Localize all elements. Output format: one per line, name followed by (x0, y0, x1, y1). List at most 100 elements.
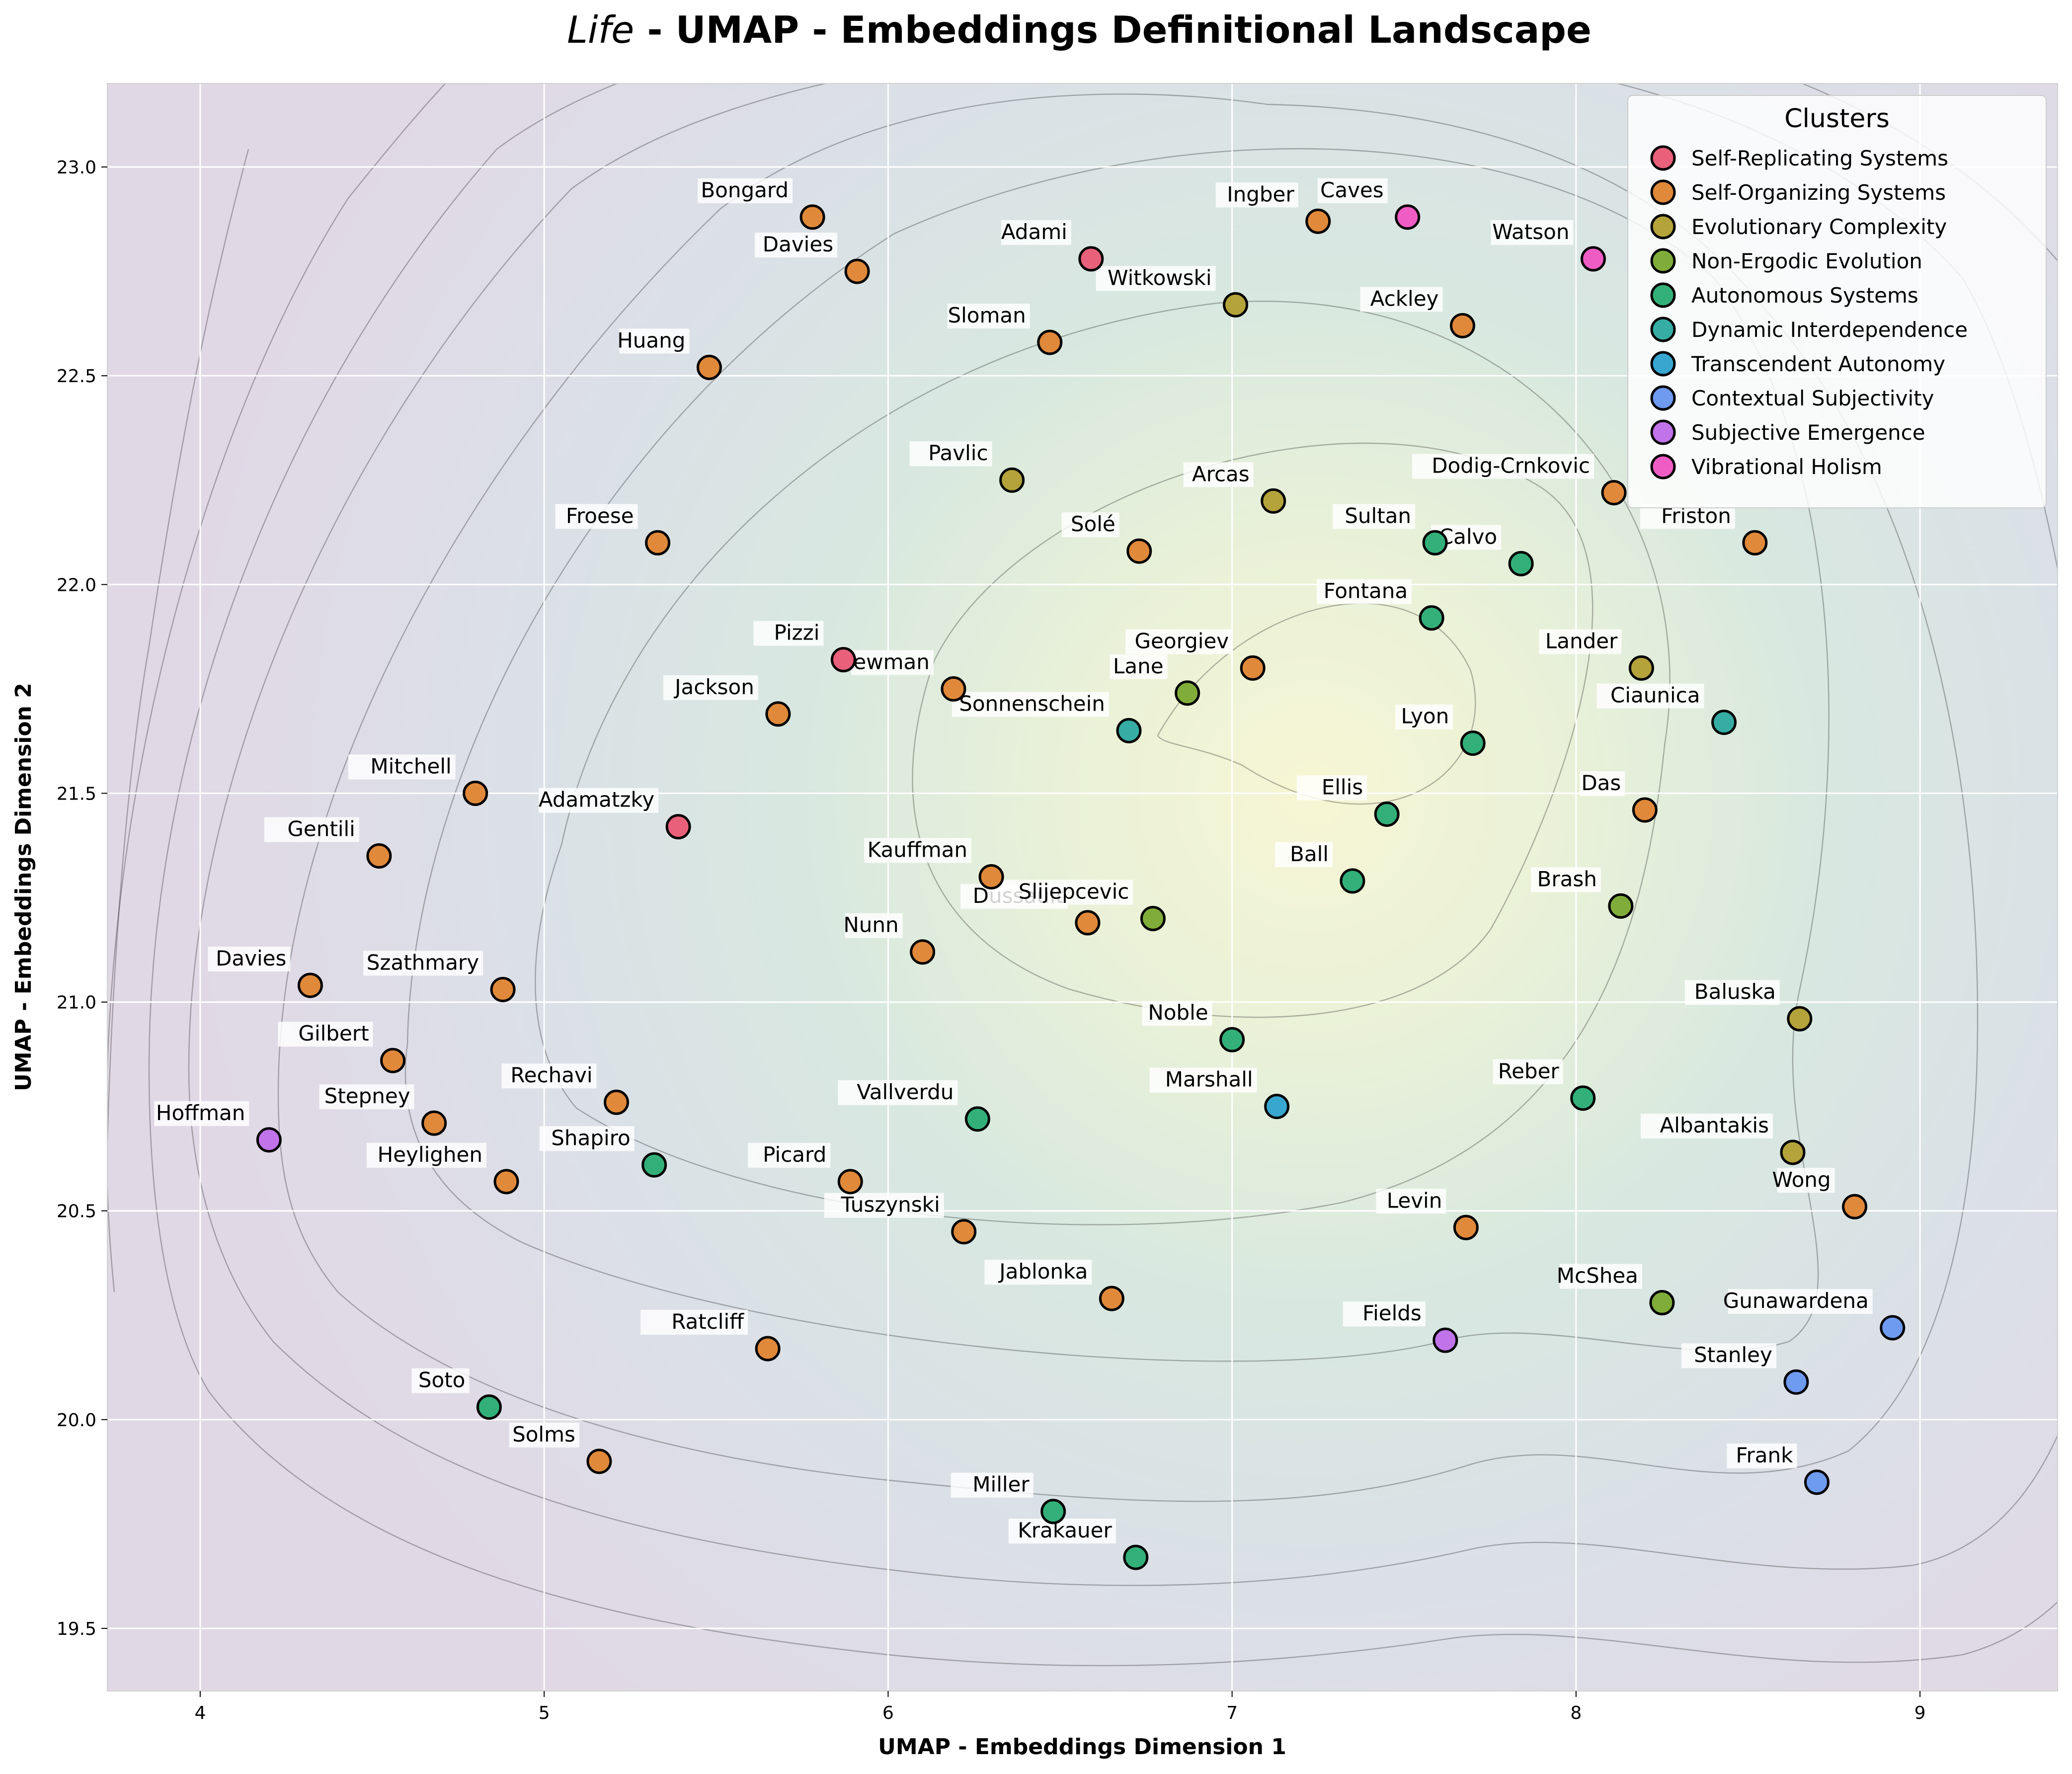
point-solé (1126, 538, 1152, 564)
point-label-bg (988, 880, 1133, 905)
point-label-solé: Solé (1061, 512, 1119, 538)
point-label-text: Rechavi (510, 1063, 592, 1087)
point-nunn (910, 939, 936, 965)
point-label-bg (154, 1101, 249, 1126)
point-label-text: Davies (216, 946, 286, 970)
point-watson (1580, 246, 1606, 272)
point-label-shapiro: Shapiro (539, 1126, 635, 1151)
point-label-ratcliff: Ratcliff (640, 1309, 748, 1335)
point-label-text: Marshall (1165, 1067, 1253, 1092)
point-georgiev (1240, 655, 1266, 681)
point-mitchell (463, 780, 488, 806)
point-label-bg (1297, 775, 1367, 801)
point-label-bg (1142, 1001, 1212, 1026)
point-bongard (799, 204, 825, 230)
point-label-mitchell: Mitchell (348, 754, 456, 780)
point-label-sultan: Sultan (1333, 503, 1416, 529)
point-label-bg (1596, 683, 1704, 709)
point-label-adami: Adami (1001, 220, 1071, 245)
point-label-bg (838, 1080, 958, 1105)
legend-entries: Self-Replicating Systems Self-Organizing … (1650, 145, 1968, 480)
point-label-pavlic: Pavlic (909, 441, 992, 467)
point-label-text: Das (1581, 771, 1621, 795)
point-label-text: Huang (617, 328, 685, 352)
point-label-bg (984, 1260, 1092, 1285)
point-label-bg (1395, 704, 1453, 729)
point-adami (1078, 246, 1104, 272)
point-label-lyon: Lyon (1395, 704, 1453, 729)
point-label-ciaunica: Ciaunica (1596, 683, 1704, 709)
point-label-bg (1493, 1059, 1563, 1084)
contour-2 (912, 442, 1594, 1018)
y-axis-label: UMAP - Embeddings Dimension 2 (11, 683, 36, 1091)
point-label-text: Wong (1772, 1167, 1831, 1192)
legend-marker (1650, 454, 1676, 480)
x-tick-label: 7 (1226, 1703, 1238, 1723)
point-label-bg (824, 1193, 944, 1218)
point-label-bg (1491, 220, 1574, 245)
point-gentili (366, 843, 392, 869)
point-label-text: Stepney (324, 1084, 410, 1108)
legend-title: Clusters (1784, 104, 1890, 134)
point-krakauer (1123, 1544, 1149, 1570)
y-tick-label: 19.5 (57, 1619, 96, 1639)
y-tick-label: 20.5 (57, 1202, 96, 1222)
y-tick-label: 20.0 (57, 1410, 96, 1431)
y-tick-label: 22.5 (57, 366, 96, 387)
point-caves (1395, 204, 1421, 230)
point-calvo (1508, 551, 1534, 576)
point-label-text: Bongard (701, 178, 789, 202)
point-label-jablonka: Jablonka (984, 1259, 1092, 1285)
legend-entry: Transcendent Autonomy (1650, 351, 1945, 377)
point-label-lander: Lander (1539, 629, 1622, 654)
point-hoffman (256, 1127, 282, 1153)
point-label-text: Vallverdu (857, 1080, 954, 1104)
point-label-text: Tuszynski (841, 1193, 940, 1217)
point-gilbert (380, 1048, 406, 1073)
chart-title-rest: - UMAP - Embeddings Definitional Landsca… (634, 8, 1592, 52)
point-stepney (421, 1110, 447, 1136)
point-brash (1608, 893, 1634, 919)
point-label-gilbert: Gilbert (278, 1021, 373, 1047)
point-label-bg (539, 788, 659, 813)
point-gunawardena (1880, 1315, 1906, 1341)
point-label-bg (1580, 771, 1625, 797)
point-label-text: Gilbert (298, 1021, 369, 1046)
point-lane (1175, 680, 1200, 706)
point-label-bg (1110, 654, 1168, 679)
point-label-pizzi: Pizzi (753, 621, 824, 646)
point-davies (297, 972, 323, 998)
point-label-text: Levin (1387, 1188, 1442, 1212)
point-label-text: Picard (763, 1142, 826, 1167)
point-solms (586, 1449, 612, 1474)
legend-marker (1650, 385, 1676, 411)
point-label-bg (1412, 454, 1594, 479)
point-label-nunn: Nunn (843, 913, 903, 938)
point-rechavi (604, 1089, 630, 1115)
point-label-bg (1360, 287, 1443, 312)
legend-entry: Vibrational Holism (1650, 454, 1882, 480)
point-das (1632, 797, 1658, 823)
point-label-text: Soto (418, 1368, 466, 1392)
point-label-bg (366, 1142, 486, 1168)
point-label-soto: Soto (411, 1368, 470, 1393)
point-label-text: Slijepcevic (1019, 880, 1129, 904)
point-label-text: Solms (512, 1422, 575, 1447)
point-label-text: Ellis (1322, 775, 1363, 799)
x-ticks: 4 5 6 7 8 9 (194, 1691, 1926, 1723)
point-label-text: Albantakis (1660, 1113, 1769, 1137)
point-newman (941, 676, 966, 702)
point-label-text: Ciaunica (1610, 683, 1700, 708)
point-miller (1040, 1499, 1066, 1525)
point-label-text: Georgiev (1135, 629, 1229, 653)
point-label-ackley: Ackley (1360, 286, 1443, 312)
point-label-text: Pizzi (774, 621, 820, 645)
point-label-bg (1275, 842, 1333, 867)
point-arcas (1261, 488, 1286, 514)
point-label-text: Arcas (1192, 462, 1250, 486)
point-label-text: Sonnenschein (959, 691, 1105, 716)
point-ingber (1305, 208, 1331, 234)
point-label-text: Hoffman (156, 1101, 245, 1125)
point-label-fields: Fields (1343, 1301, 1426, 1327)
